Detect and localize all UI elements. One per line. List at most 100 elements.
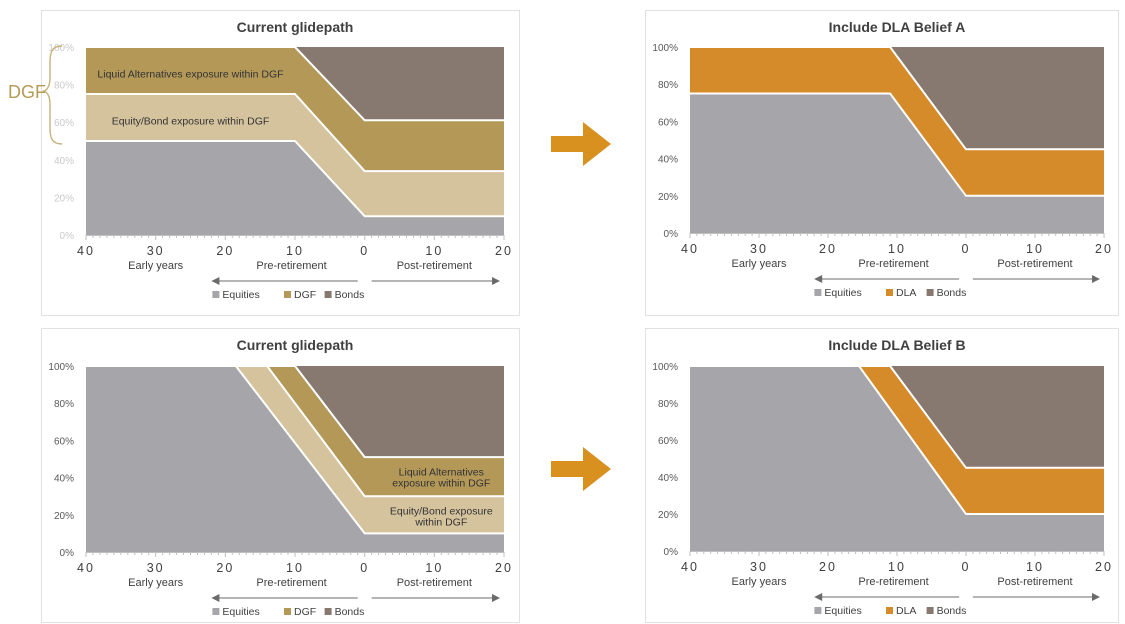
x-tick-label: 20	[1095, 242, 1113, 256]
x-tick-label: 40	[77, 561, 95, 575]
x-tick-label: 10	[425, 561, 443, 575]
x-tick-label: 20	[495, 244, 513, 258]
phase-early-years: Early years	[128, 577, 184, 589]
x-tick-label: 0	[962, 560, 971, 574]
boundary-liquid-alternatives-exposure-within-dgf	[86, 365, 504, 459]
x-tick-label: 10	[286, 561, 304, 575]
phase-early-years: Early years	[731, 576, 787, 588]
area-equities	[86, 366, 504, 552]
legend-label-equities: Equities	[222, 606, 259, 618]
annotation-text: Liquid Alternatives	[399, 467, 484, 479]
right-arrowhead-icon	[492, 594, 500, 602]
chart-title: Include DLA Belief A	[829, 19, 966, 35]
boundary-equity-bond-exposure-within-dgf	[86, 93, 504, 173]
y-tick-label: 0%	[664, 229, 679, 240]
legend-swatch-dgf	[284, 608, 291, 615]
legend-label-bonds: Bonds	[937, 287, 967, 299]
y-tick-label: 100%	[48, 362, 74, 373]
legend-label-dla: DLA	[896, 605, 916, 617]
legend-label-dla: DLA	[896, 287, 916, 299]
legend-swatch-equities	[212, 608, 220, 615]
y-tick-label: 80%	[54, 399, 74, 410]
dgf-side-label: DGF	[8, 82, 46, 102]
dgf-brace-icon	[41, 45, 63, 145]
chart-title: Current glidepath	[237, 19, 354, 35]
x-tick-label: 10	[888, 242, 906, 256]
annotation-text: Liquid Alternatives exposure within DGF	[97, 68, 283, 80]
left-arrowhead-icon	[211, 277, 220, 285]
y-tick-label: 40%	[658, 155, 678, 166]
x-tick-label: 40	[77, 244, 95, 258]
legend-swatch-equities	[212, 291, 220, 298]
chart-dla-belief-b: Include DLA Belief B 0% 20% 40% 60% 80% 100% 40…	[652, 337, 1113, 617]
x-tick-label: 10	[286, 244, 304, 258]
boundary-dla	[690, 365, 1104, 469]
chart-title: Current glidepath	[237, 337, 354, 353]
chart-current-glidepath-2: Current glidepath 0% 20% 40% 60% 80% 100% 40 30 2…	[48, 337, 511, 618]
area-equities	[690, 93, 1104, 233]
left-arrowhead-icon	[814, 275, 823, 283]
x-tick-label: 40	[681, 242, 699, 256]
phase-post-retirement: Post-retirement	[397, 577, 472, 589]
x-tick-label: 0	[360, 561, 369, 575]
boundary-equities	[690, 92, 1104, 197]
panel-dla-belief-a: Include DLA Belief A 0% 20% 40% 60% 80% 100% 40…	[645, 10, 1119, 316]
y-tick-label: 80%	[658, 399, 678, 410]
area-equities	[86, 141, 504, 235]
legend-swatch-bonds	[926, 607, 934, 614]
y-tick-label: 40%	[54, 156, 74, 167]
x-tick-label: 20	[216, 244, 234, 258]
legend-swatch-bonds	[324, 291, 332, 298]
annotation-text: exposure within DGF	[392, 478, 490, 490]
x-tick-label: 20	[819, 560, 837, 574]
chart-title: Include DLA Belief B	[828, 337, 965, 353]
y-tick-label: 20%	[658, 510, 678, 521]
x-tick-label: 40	[681, 560, 699, 574]
legend-label-equities: Equities	[222, 289, 259, 301]
legend-swatch-dla	[886, 289, 893, 296]
legend-label-bonds: Bonds	[335, 606, 365, 618]
legend-label-bonds: Bonds	[335, 289, 365, 301]
x-tick-label: 20	[1095, 560, 1113, 574]
y-tick-label: 0%	[664, 547, 679, 558]
right-arrow-shape	[551, 447, 611, 491]
y-tick-label: 100%	[652, 362, 678, 373]
x-tick-label: 30	[750, 242, 768, 256]
y-tick-label: 100%	[652, 43, 678, 54]
right-arrowhead-icon	[492, 277, 500, 285]
annotation-text: within DGF	[414, 517, 467, 529]
right-arrowhead-icon	[1092, 593, 1100, 601]
legend-label-equities: Equities	[824, 287, 861, 299]
phase-early-years: Early years	[128, 260, 184, 272]
y-tick-label: 20%	[54, 193, 74, 204]
x-tick-label: 0	[360, 244, 369, 258]
x-tick-label: 10	[1026, 560, 1044, 574]
x-tick-label: 30	[147, 244, 165, 258]
right-arrow-icon	[551, 447, 611, 491]
legend-label-bonds: Bonds	[937, 605, 967, 617]
y-tick-label: 80%	[658, 80, 678, 91]
boundary-liquid-alternatives-exposure-within-dgf	[86, 46, 504, 122]
legend-swatch-equities	[814, 289, 822, 296]
phase-post-retirement: Post-retirement	[397, 260, 472, 272]
boundary-dla	[690, 46, 1104, 151]
y-tick-label: 0%	[60, 548, 75, 559]
phase-pre-retirement: Pre-retirement	[256, 260, 326, 272]
phase-post-retirement: Post-retirement	[997, 258, 1072, 270]
y-tick-label: 60%	[658, 117, 678, 128]
x-tick-label: 30	[147, 561, 165, 575]
y-tick-label: 80%	[54, 81, 74, 92]
panel-current-glidepath-1: Current glidepath 0% 20% 40% 60% 80% 100% 40 30 2…	[41, 10, 520, 316]
panel-current-glidepath-2: Current glidepath 0% 20% 40% 60% 80% 100% 40 30 2…	[41, 328, 520, 623]
chart-dla-belief-a: Include DLA Belief A 0% 20% 40% 60% 80% 100% 40…	[652, 19, 1113, 299]
phase-early-years: Early years	[731, 258, 787, 270]
legend-swatch-dgf	[284, 291, 291, 298]
chart-current-glidepath-1: Current glidepath 0% 20% 40% 60% 80% 100% 40 30 2…	[48, 19, 513, 301]
legend-swatch-bonds	[926, 289, 934, 296]
boundary-equities	[86, 140, 504, 218]
phase-post-retirement: Post-retirement	[997, 576, 1072, 588]
x-tick-label: 30	[750, 560, 768, 574]
legend-label-dgf: DGF	[294, 289, 316, 301]
legend-swatch-bonds	[324, 608, 332, 615]
right-arrow-shape	[551, 122, 611, 166]
